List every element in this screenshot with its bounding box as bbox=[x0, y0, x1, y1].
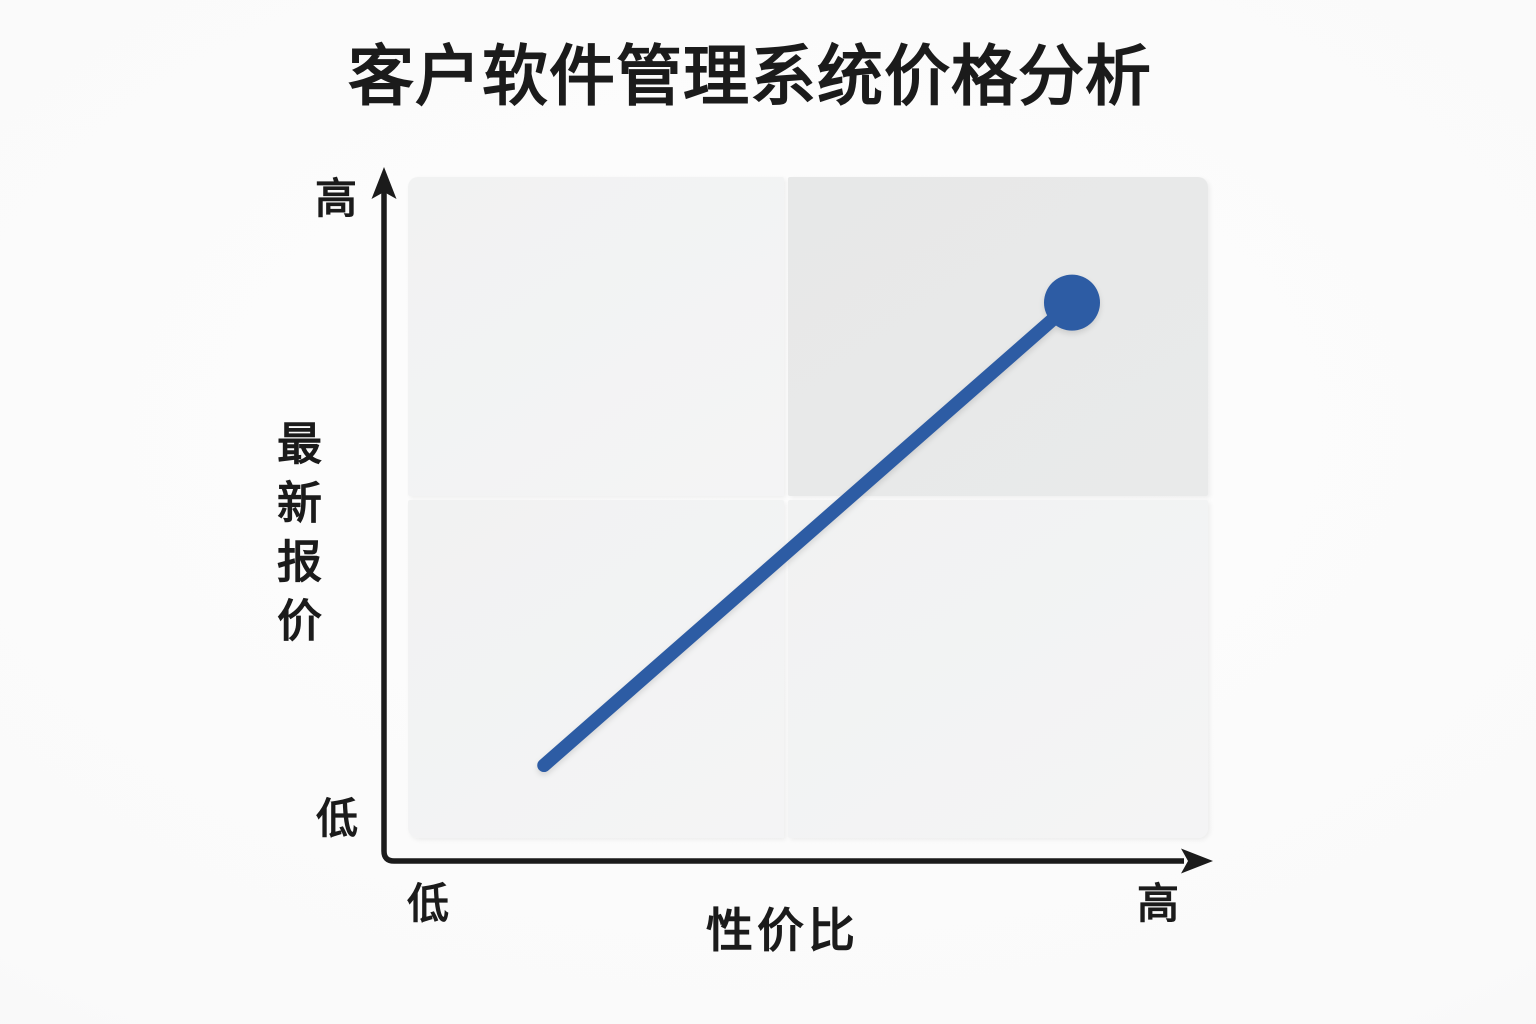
chart-title: 客户软件管理系统价格分析 bbox=[348, 39, 1152, 113]
y-axis-arrowhead-icon bbox=[371, 167, 397, 199]
y-axis-high-label: 高 bbox=[315, 175, 358, 222]
y-axis-title: 最新报价 bbox=[270, 420, 321, 656]
x-axis-title: 性价比 bbox=[706, 904, 859, 957]
y-axis-low-label: 低 bbox=[316, 795, 359, 842]
x-axis-high-label: 高 bbox=[1137, 880, 1180, 927]
plot-area bbox=[408, 177, 1208, 838]
trend-series bbox=[537, 274, 1100, 773]
x-axis-arrowhead-icon bbox=[1181, 848, 1213, 874]
data-point-marker bbox=[1044, 274, 1100, 331]
trend-line bbox=[537, 295, 1079, 773]
x-axis-low-label: 低 bbox=[407, 880, 450, 927]
